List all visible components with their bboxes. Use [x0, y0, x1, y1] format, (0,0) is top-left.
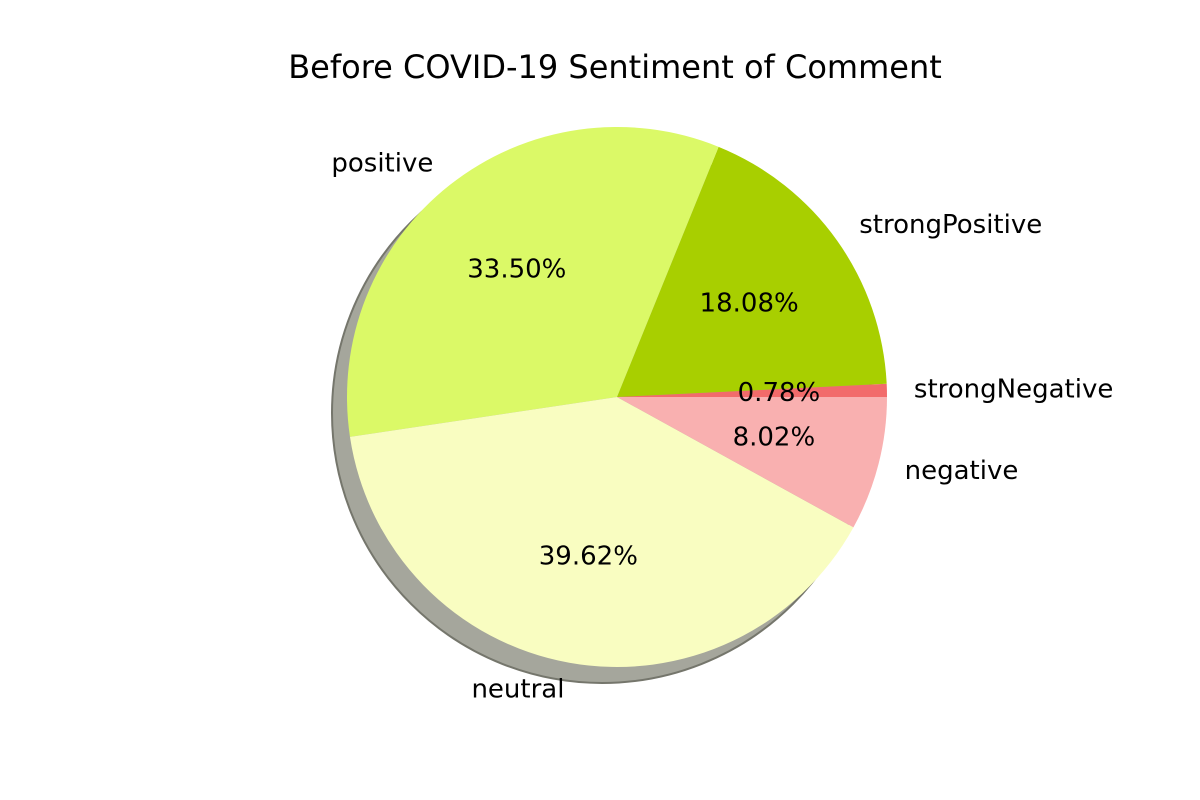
- slice-label-negative: negative: [905, 456, 1019, 486]
- pie-labels: strongNegative 0.78% strongPositive 18.08% p…: [331, 149, 1113, 705]
- slice-label-strongNegative: strongNegative: [914, 375, 1113, 405]
- pie-slice-positive: [346, 126, 719, 437]
- pie-slice-strongPositive: [617, 146, 887, 397]
- slice-percent-positive: 33.50%: [467, 255, 566, 285]
- pie-slice-negative: [617, 397, 887, 528]
- slice-label-positive: positive: [331, 149, 433, 179]
- pie-slice-neutral: [349, 397, 854, 667]
- pie-slices: [346, 126, 887, 667]
- slice-label-strongPositive: strongPositive: [859, 210, 1042, 240]
- pie-slice-strongNegative: [617, 383, 887, 397]
- slice-percent-strongPositive: 18.08%: [700, 288, 799, 318]
- chart-title: Before COVID-19 Sentiment of Comment: [288, 48, 942, 86]
- slice-percent-neutral: 39.62%: [539, 541, 638, 571]
- slice-percent-negative: 8.02%: [733, 422, 816, 452]
- slice-percent-strongNegative: 0.78%: [738, 378, 821, 408]
- slice-label-neutral: neutral: [471, 674, 564, 704]
